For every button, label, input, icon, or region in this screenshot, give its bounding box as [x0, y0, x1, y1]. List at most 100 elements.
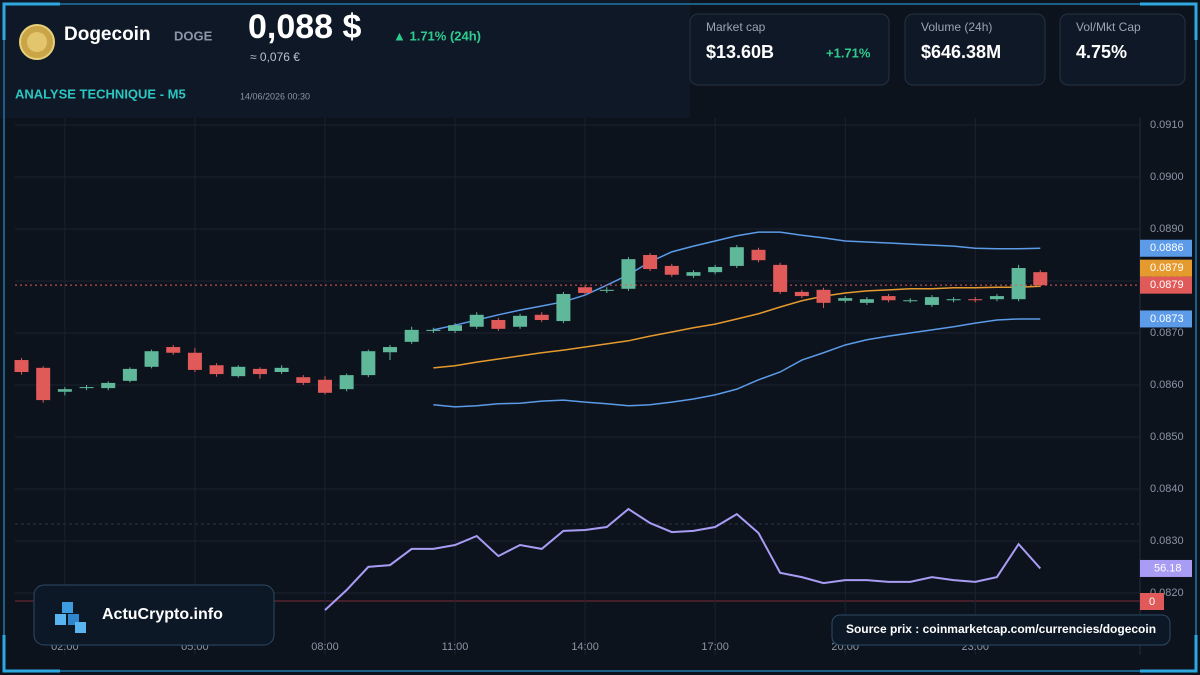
- header-panel: [0, 0, 690, 118]
- card-label: Market cap: [706, 20, 766, 34]
- candle-body: [317, 379, 332, 393]
- candle-body: [404, 329, 419, 342]
- candle-body: [903, 300, 918, 302]
- band-line: [433, 318, 1041, 408]
- y-tick-label: 0.0900: [1150, 171, 1184, 183]
- candle-body: [794, 291, 809, 297]
- price: 0,088 $: [248, 8, 362, 46]
- candle-body: [556, 294, 571, 322]
- candle-body: [426, 329, 441, 331]
- candle-body: [924, 297, 939, 305]
- candle-body: [664, 265, 679, 275]
- price-label: 0.0879: [1150, 279, 1184, 291]
- candle-body: [599, 289, 614, 291]
- x-tick-label: 14:00: [571, 641, 599, 653]
- x-tick-label: 08:00: [311, 641, 339, 653]
- price-label: 0.0879: [1150, 262, 1184, 274]
- candle-body: [838, 298, 853, 301]
- price-label: 0.0873: [1150, 313, 1184, 325]
- plot: 0.08200.08300.08400.08500.08600.08700.08…: [14, 118, 1192, 655]
- candle-body: [686, 272, 701, 276]
- candle-body: [989, 296, 1004, 300]
- price-label-box: [1140, 310, 1192, 328]
- candle-body: [231, 366, 246, 377]
- brand-box: [33, 584, 275, 646]
- candle-body: [859, 299, 874, 303]
- candle-body: [339, 375, 354, 390]
- candle-body: [578, 287, 593, 293]
- price-eur: ≈ 0,076 €: [250, 50, 300, 64]
- price-label: 0.0886: [1150, 242, 1184, 254]
- candle-body: [296, 377, 311, 383]
- price-label-box: [1140, 276, 1192, 294]
- card-change: +1.71%: [826, 45, 871, 60]
- candle-body: [79, 387, 94, 389]
- card-value: $13.60B: [706, 42, 774, 62]
- card: [904, 13, 1046, 86]
- indicator-value: 56.18: [1154, 562, 1182, 574]
- candle-body: [491, 320, 506, 329]
- coin-logo-inner: [27, 32, 47, 52]
- candle-body: [513, 315, 528, 327]
- source-box: [831, 614, 1171, 646]
- card: [1059, 13, 1186, 86]
- frame: [3, 3, 1197, 672]
- indicator-label: 0: [1149, 596, 1155, 608]
- candle-body: [751, 249, 766, 261]
- card: [689, 13, 890, 86]
- candle-body: [209, 365, 224, 375]
- price-label-box: [1140, 239, 1192, 257]
- candle-body: [383, 347, 397, 353]
- candle-body: [708, 266, 723, 273]
- timestamp: 14/06/2026 00:30: [240, 91, 310, 101]
- candle-body: [534, 314, 549, 320]
- candle-body: [729, 247, 744, 266]
- candle-body: [166, 347, 181, 353]
- coin-symbol: DOGE: [174, 28, 213, 43]
- candle-body: [274, 367, 289, 372]
- candle-body: [816, 289, 831, 303]
- card-value: $646.38M: [921, 42, 1001, 62]
- candle-body: [1011, 268, 1026, 300]
- brand-name: ActuCrypto.info: [102, 606, 223, 623]
- candle-body: [144, 351, 159, 367]
- candle-body: [881, 296, 896, 301]
- candle-body: [773, 264, 788, 292]
- indicator-value-box: [1140, 559, 1192, 577]
- price-label-box: [1140, 259, 1192, 277]
- card-label: Volume (24h): [921, 20, 992, 34]
- candle-body: [1033, 272, 1048, 286]
- x-tick-label: 11:00: [442, 641, 469, 653]
- candle-body: [101, 382, 116, 389]
- candle-body: [57, 389, 72, 392]
- y-tick-label: 0.0830: [1150, 535, 1184, 547]
- band-line: [433, 231, 1041, 331]
- card-value: 4.75%: [1076, 42, 1127, 62]
- price-change: ▲ 1.71% (24h): [393, 28, 481, 43]
- coin-name: Dogecoin: [64, 24, 151, 45]
- y-tick-label: 0.0870: [1150, 327, 1184, 339]
- y-tick-label: 0.0860: [1150, 379, 1184, 391]
- x-tick-label: 17:00: [701, 641, 729, 653]
- candle-body: [469, 314, 484, 327]
- indicator-label-box: [1140, 593, 1164, 610]
- candle-body: [361, 351, 376, 376]
- candle-body: [252, 368, 267, 375]
- candle-body: [14, 360, 29, 372]
- brand-icon: [55, 602, 86, 633]
- indicator-line: [324, 507, 1042, 611]
- candle-body: [643, 255, 658, 270]
- section-title: ANALYSE TECHNIQUE - M5: [15, 86, 186, 101]
- candle-body: [946, 299, 961, 301]
- candle-body: [187, 352, 202, 370]
- y-tick-label: 0.0840: [1150, 483, 1184, 495]
- candle-body: [36, 367, 51, 401]
- y-tick-label: 0.0890: [1150, 223, 1184, 235]
- y-tick-label: 0.0910: [1150, 119, 1184, 131]
- band-line: [433, 285, 1041, 369]
- candle-body: [448, 325, 463, 331]
- y-tick-label: 0.0850: [1150, 431, 1184, 443]
